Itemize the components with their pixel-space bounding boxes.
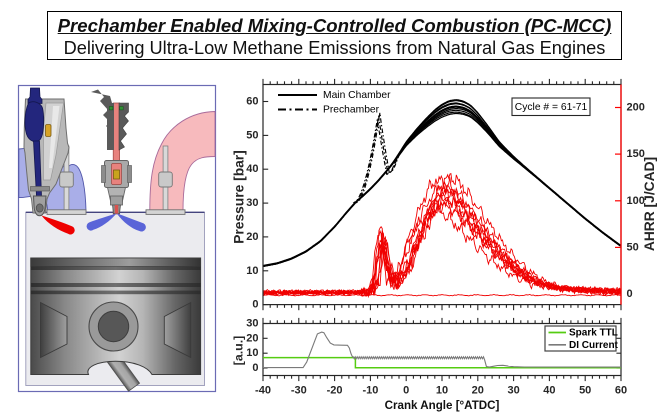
- svg-text:0: 0: [627, 288, 633, 300]
- svg-text:60: 60: [246, 96, 258, 108]
- svg-text:DI Current: DI Current: [569, 340, 619, 351]
- svg-text:50: 50: [579, 385, 591, 397]
- svg-text:Spark TTL: Spark TTL: [569, 328, 618, 339]
- svg-text:Crank Angle [°ATDC]: Crank Angle [°ATDC]: [385, 399, 500, 412]
- svg-text:0: 0: [252, 362, 258, 374]
- svg-text:-40: -40: [255, 385, 271, 397]
- svg-text:50: 50: [246, 129, 258, 141]
- svg-text:20: 20: [246, 231, 258, 243]
- svg-text:-30: -30: [291, 385, 307, 397]
- svg-text:AHRR [J/CAD]: AHRR [J/CAD]: [642, 157, 657, 251]
- svg-text:20: 20: [472, 385, 484, 397]
- svg-text:10: 10: [436, 385, 448, 397]
- svg-text:0: 0: [252, 299, 258, 311]
- svg-text:60: 60: [615, 385, 627, 397]
- svg-text:30: 30: [507, 385, 519, 397]
- svg-text:40: 40: [543, 385, 555, 397]
- svg-text:150: 150: [627, 148, 645, 160]
- svg-text:40: 40: [246, 163, 258, 175]
- svg-text:100: 100: [627, 195, 645, 207]
- svg-text:10: 10: [246, 347, 258, 359]
- svg-text:50: 50: [627, 241, 639, 253]
- svg-text:Cycle # = 61-71: Cycle # = 61-71: [515, 102, 588, 113]
- svg-text:-20: -20: [327, 385, 343, 397]
- svg-text:10: 10: [246, 265, 258, 277]
- svg-text:30: 30: [246, 197, 258, 209]
- svg-text:30: 30: [246, 318, 258, 330]
- svg-text:Prechamber: Prechamber: [323, 105, 380, 116]
- svg-text:20: 20: [246, 332, 258, 344]
- svg-text:-10: -10: [362, 385, 378, 397]
- svg-text:Main Chamber: Main Chamber: [323, 90, 391, 101]
- svg-text:200: 200: [627, 102, 645, 114]
- svg-text:Pressure [bar]: Pressure [bar]: [232, 150, 247, 244]
- svg-text:0: 0: [403, 385, 409, 397]
- svg-text:[a.u.]: [a.u.]: [232, 336, 246, 366]
